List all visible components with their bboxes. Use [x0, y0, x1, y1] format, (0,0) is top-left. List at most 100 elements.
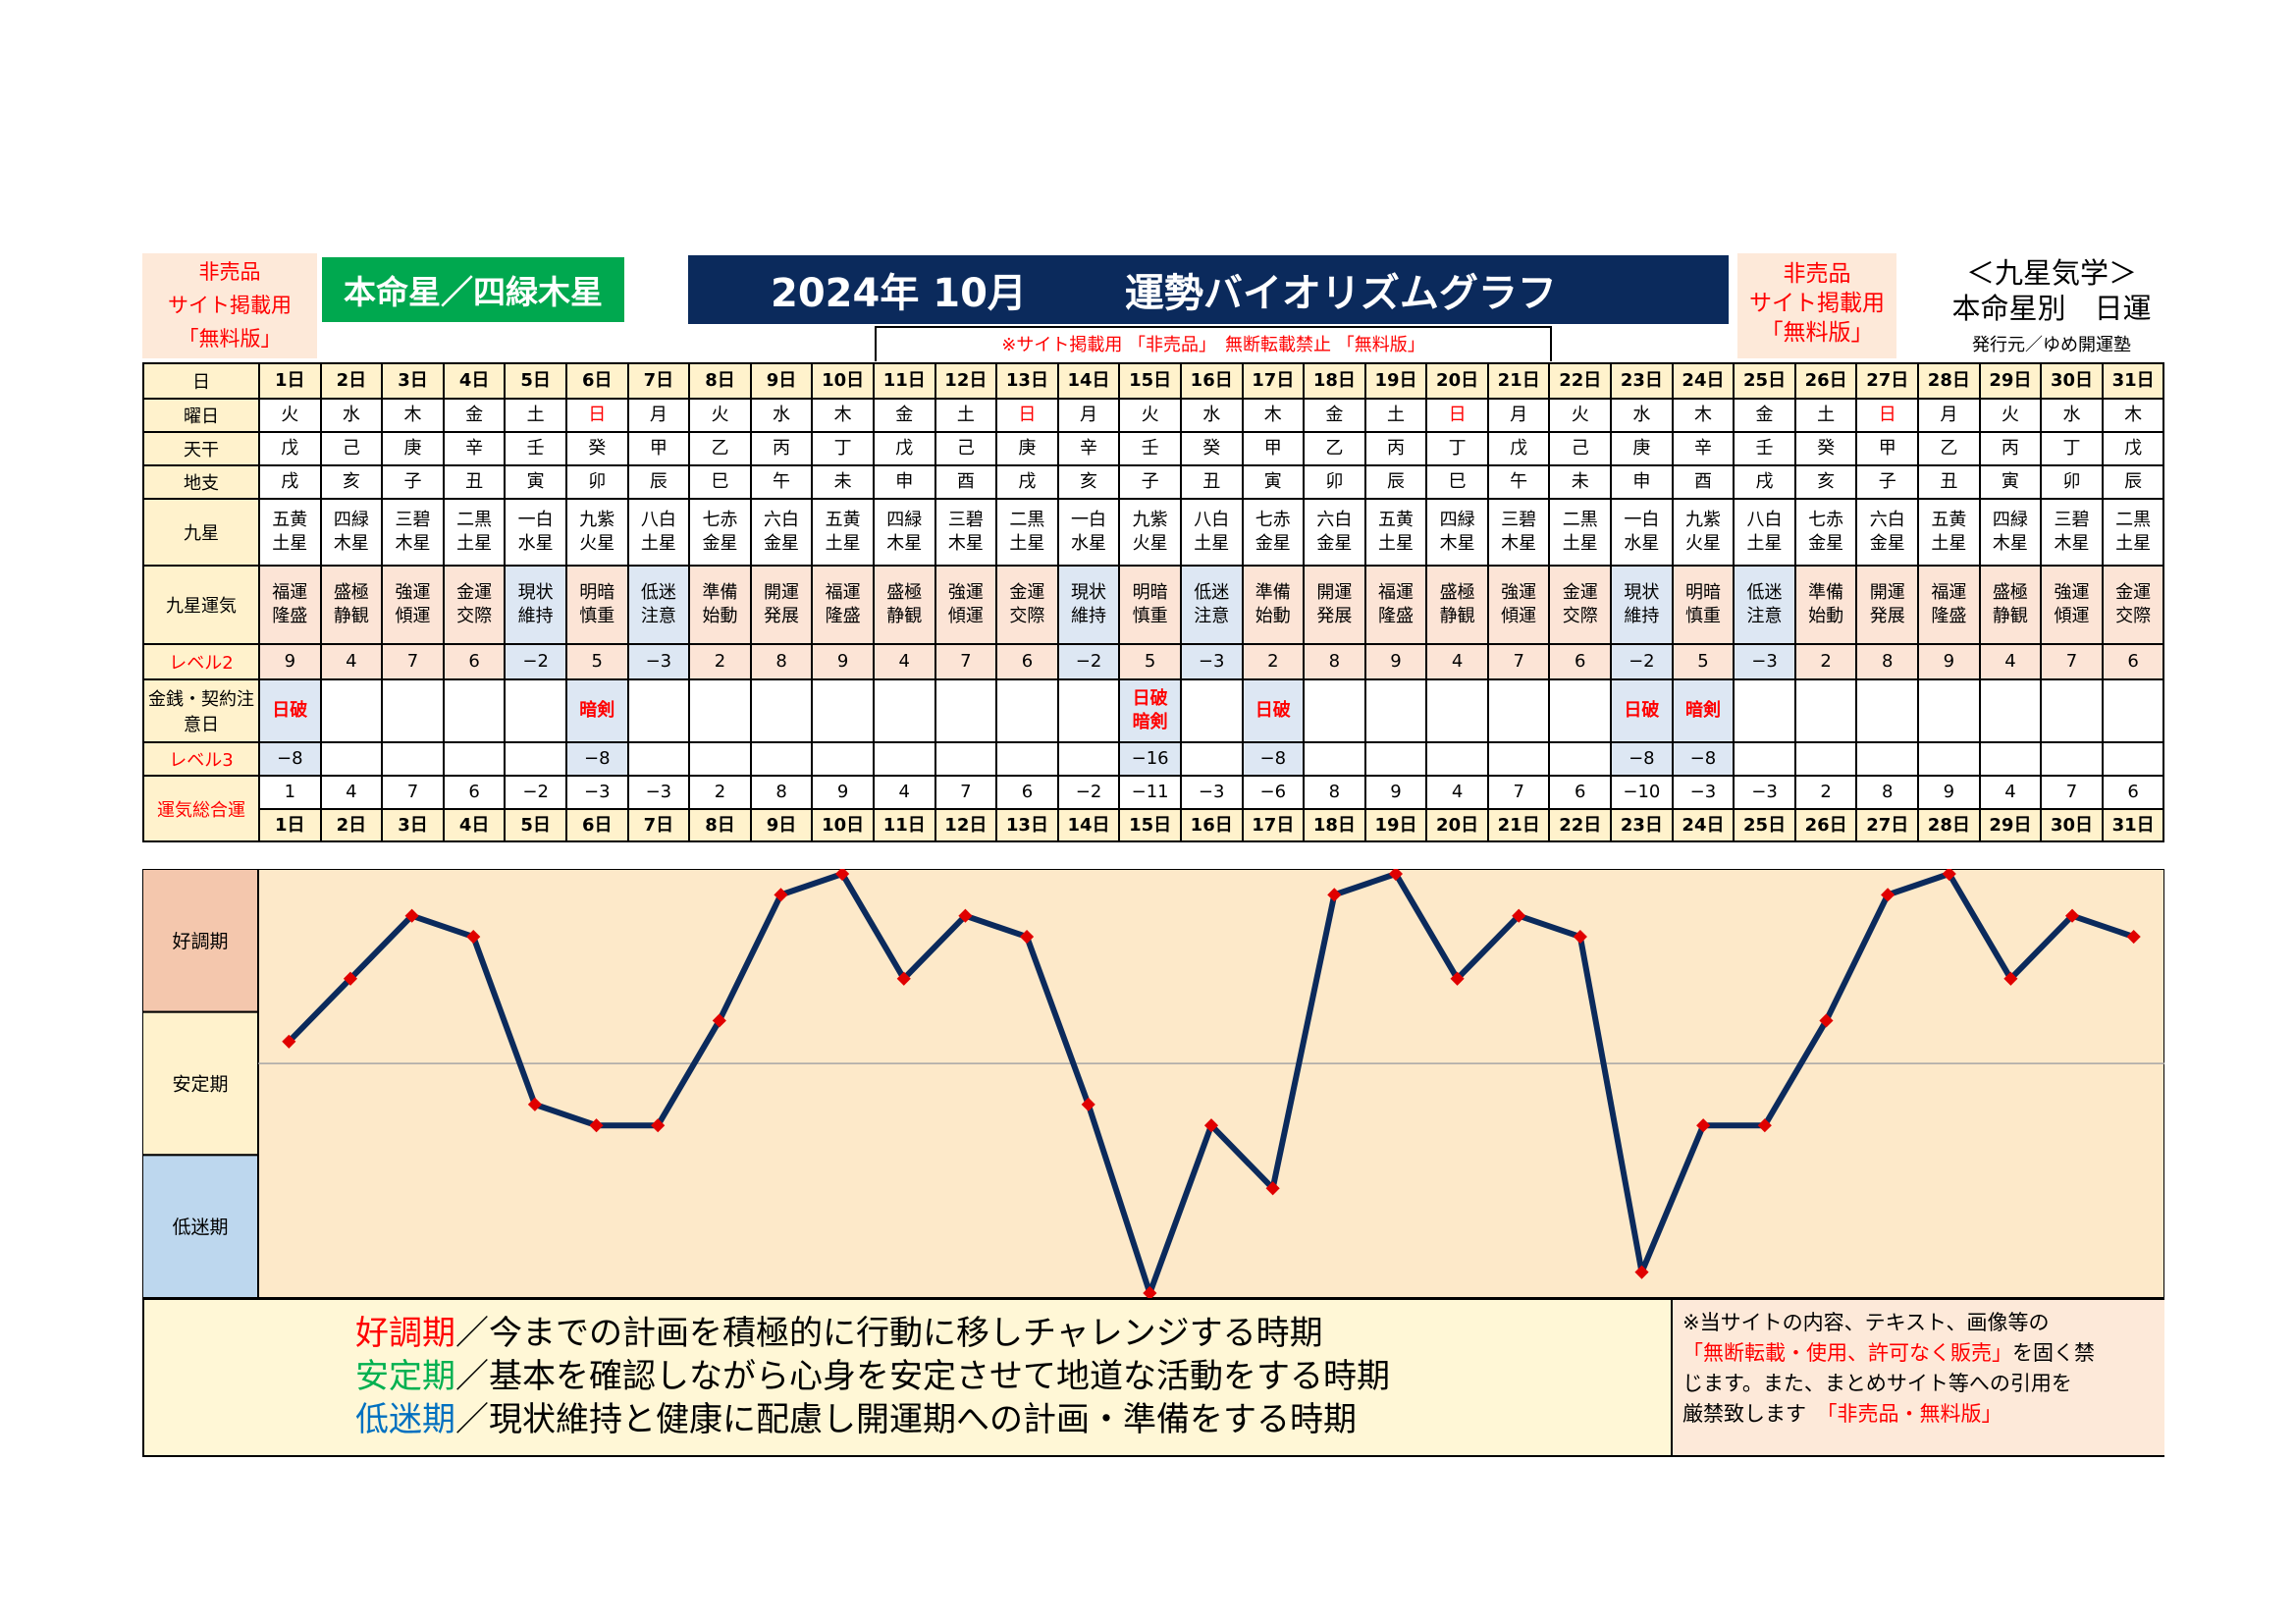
cell-kinsen: [319, 678, 384, 743]
cell-weekdays: 水: [1610, 398, 1674, 433]
cell-days: 8日: [688, 808, 752, 842]
cell-unki: 低迷 注意: [1179, 565, 1244, 645]
row-days: 日 1日 2日 3日 4日 5日 6日 7日 8日 9日 10日 11日 12日 13日 14日 15日 16日…: [142, 362, 2165, 400]
cell-days: 6日: [564, 808, 629, 842]
cell-total: 9: [1363, 775, 1428, 810]
cell-total: −3: [1671, 775, 1735, 810]
cell-kinsen: [2101, 678, 2165, 743]
cell-chishi: 丑: [442, 464, 507, 500]
cell-unki: 開運 発展: [1303, 565, 1366, 645]
cell-days: 20日: [1425, 808, 1489, 842]
cell-level2: 9: [811, 643, 875, 680]
cell-kyusei: 三碧 木星: [934, 498, 998, 567]
cell-unki: 福運 隆盛: [811, 565, 875, 645]
legend-term-low: 低迷期: [355, 1400, 455, 1439]
cell-days: 2日: [319, 362, 384, 400]
cell-tenkan: 己: [1548, 431, 1613, 466]
cell-kyusei: 二黒 土星: [442, 498, 507, 567]
cell-kinsen: [2040, 678, 2104, 743]
cell-unki: 盛極 静観: [1978, 565, 2043, 645]
data-point: [1450, 971, 1465, 986]
cell-tenkan: 辛: [442, 431, 507, 466]
row-label: レベル2: [142, 643, 260, 680]
cell-kinsen: [934, 678, 998, 743]
cell-tenkan: 庚: [1610, 431, 1674, 466]
cell-total: 4: [1978, 775, 2043, 810]
data-point: [2126, 929, 2141, 945]
cell-level2: 9: [1363, 643, 1428, 680]
cell-weekdays: 金: [442, 398, 507, 433]
cell-kyusei: 九紫 火星: [564, 498, 629, 567]
cell-weekdays: 火: [258, 398, 322, 433]
cell-kyusei: 六白 金星: [749, 498, 814, 567]
cell-chishi: 申: [872, 464, 936, 500]
cell-total: −2: [1056, 775, 1121, 810]
cell-level3: [995, 741, 1059, 777]
cell-chishi: 未: [811, 464, 875, 500]
cell-unki: 低迷 注意: [626, 565, 691, 645]
cell-kinsen: [1548, 678, 1613, 743]
cell-kyusei: 三碧 木星: [381, 498, 445, 567]
cell-kinsen: 日破 暗剣: [1118, 678, 1182, 743]
cell-level2: 2: [688, 643, 752, 680]
cell-total: 6: [2101, 775, 2165, 810]
cell-total: 9: [811, 775, 875, 810]
cell-weekdays: 土: [934, 398, 998, 433]
legend-list: 好調期／今までの計画を積極的に行動に移しチャレンジする時期 安定期／基本を確認し…: [355, 1312, 1390, 1441]
cell-unki: 盛極 静観: [319, 565, 384, 645]
cell-level2: 2: [1793, 643, 1858, 680]
cell-days: 9日: [749, 808, 814, 842]
legend-low: 低迷期／現状維持と健康に配慮し開運期への計画・準備をする時期: [355, 1398, 1390, 1441]
header-right-line: 非売品: [1783, 261, 1851, 287]
cell-chishi: 酉: [934, 464, 998, 500]
cell-kyusei: 八白 土星: [626, 498, 691, 567]
cell-kyusei: 四緑 木星: [319, 498, 384, 567]
cell-unki: 明暗 慎重: [1671, 565, 1735, 645]
cell-unki: 準備 始動: [1241, 565, 1306, 645]
cell-kinsen: 日破: [1241, 678, 1306, 743]
cell-level2: 8: [1855, 643, 1920, 680]
cell-level2: 6: [442, 643, 507, 680]
cell-kyusei: 五黄 土星: [258, 498, 322, 567]
cell-weekdays: 金: [872, 398, 936, 433]
cell-tenkan: 癸: [1793, 431, 1858, 466]
cell-kyusei: 三碧 木星: [1486, 498, 1551, 567]
cell-tenkan: 癸: [564, 431, 629, 466]
cell-weekdays: 水: [749, 398, 814, 433]
cell-tenkan: 丙: [749, 431, 814, 466]
cell-kyusei: 一白 水星: [504, 498, 567, 567]
cell-weekdays: 土: [1363, 398, 1428, 433]
cell-unki: 福運 隆盛: [1917, 565, 1981, 645]
band-label: 低迷期: [172, 1217, 228, 1238]
cell-kyusei: 四緑 木星: [1978, 498, 2043, 567]
cell-unki: 準備 始動: [688, 565, 752, 645]
row-days: 1日 2日 3日 4日 5日 6日 7日 8日 9日 10日 11日 12日 13日 14日 15日 16日 1…: [143, 808, 2165, 842]
cell-tenkan: 丙: [1363, 431, 1428, 466]
cell-days: 5日: [504, 362, 567, 400]
note-red: 「非売品・無料版」: [1827, 1402, 2002, 1426]
row-label: 日: [142, 362, 260, 400]
cell-level3: [1548, 741, 1613, 777]
cell-total: −3: [564, 775, 629, 810]
cell-kyusei: 二黒 土星: [1548, 498, 1613, 567]
band-label-box: [141, 1010, 259, 1157]
cell-level3: [1733, 741, 1796, 777]
cell-chishi: 丑: [1179, 464, 1244, 500]
cell-level3: [504, 741, 567, 777]
cell-weekdays: 木: [811, 398, 875, 433]
band-label: 好調期: [172, 931, 228, 952]
cell-weekdays: 日: [1855, 398, 1920, 433]
cell-level2: 6: [2101, 643, 2165, 680]
cell-chishi: 寅: [1241, 464, 1306, 500]
cell-tenkan: 甲: [626, 431, 691, 466]
cell-tenkan: 甲: [1855, 431, 1920, 466]
cell-days: 7日: [626, 362, 691, 400]
cell-chishi: 寅: [504, 464, 567, 500]
cell-total: 4: [319, 775, 384, 810]
row-chishi: 地支戌亥子丑寅卯辰巳午未申酉戌亥子丑寅卯辰巳午未申酉戌亥子丑寅卯辰: [142, 464, 2165, 500]
cell-total: 7: [1486, 775, 1551, 810]
cell-tenkan: 戊: [872, 431, 936, 466]
header-left-line: 非売品: [198, 260, 261, 284]
cell-kyusei: 一白 水星: [1610, 498, 1674, 567]
cell-tenkan: 壬: [504, 431, 567, 466]
